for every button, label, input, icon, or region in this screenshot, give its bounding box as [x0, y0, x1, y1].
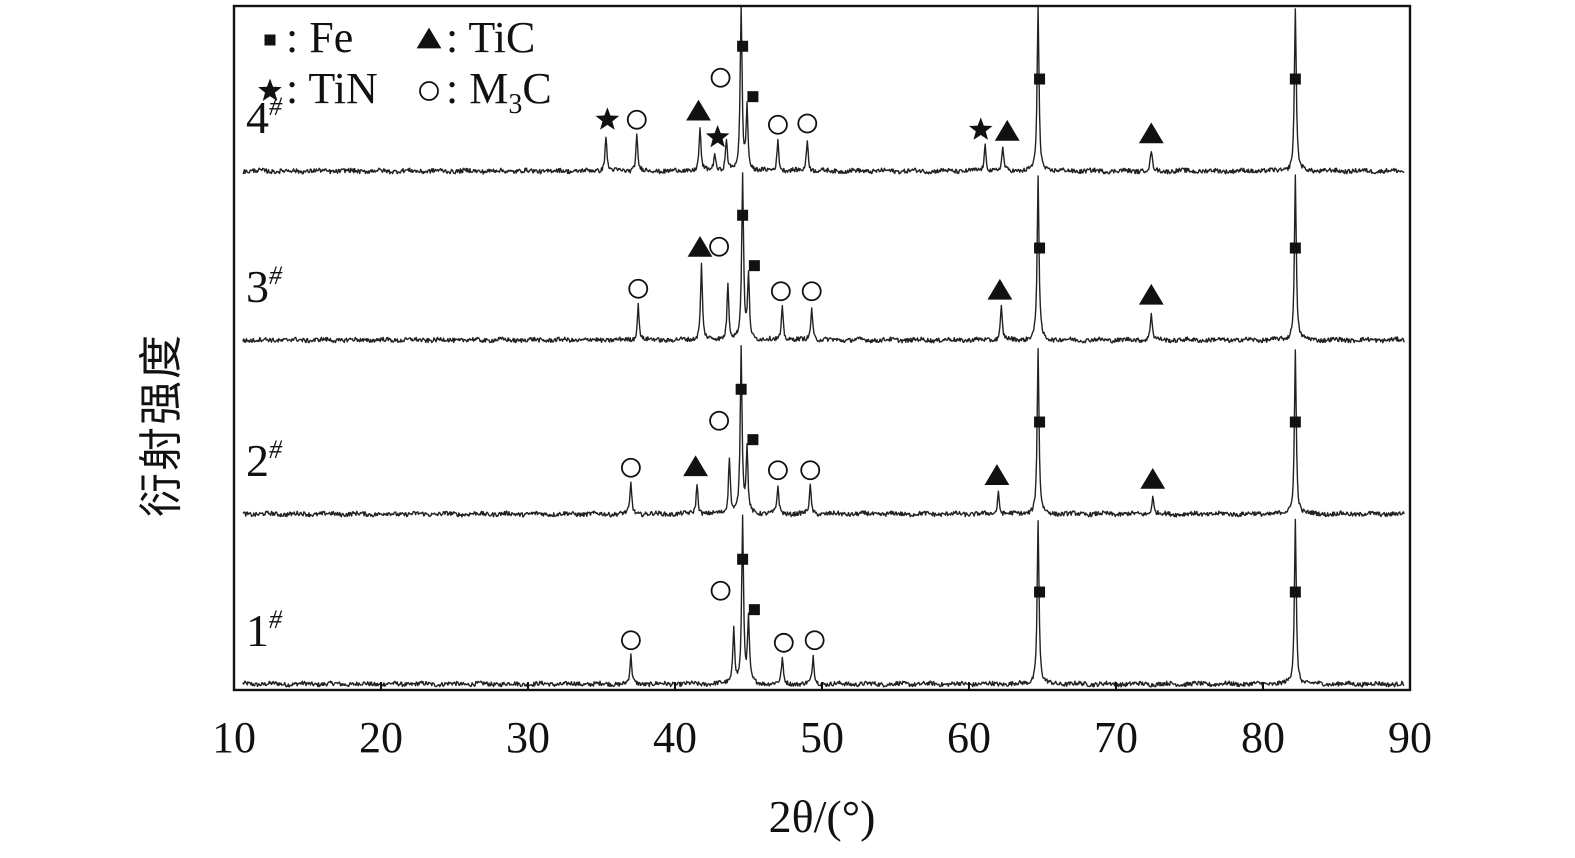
- series-label-2: 2#: [246, 435, 283, 486]
- phase-marker-tic-4-3: [686, 99, 711, 121]
- x-tick-label: 40: [653, 713, 697, 762]
- phase-marker-m3c-1-6: [804, 630, 825, 651]
- phase-marker-fe-2-5: [747, 434, 759, 446]
- plot-frame: [232, 4, 1412, 692]
- phase-marker-m3c-1-2: [710, 580, 731, 601]
- xrd-pattern-2: [242, 345, 1405, 518]
- series-labels: 1# 2# 3# 4#: [246, 92, 283, 656]
- phase-marker-m3c-3-6: [770, 281, 791, 302]
- phase-marker-fe-4-12: [1034, 73, 1046, 85]
- x-tick-label: 60: [947, 713, 991, 762]
- phase-marker-tin-4-10: [968, 117, 993, 140]
- phase-marker-tic-3-8: [987, 278, 1013, 300]
- phase-marker-tic-2-8: [984, 464, 1010, 485]
- phase-marker-m3c-1-1: [621, 630, 641, 651]
- phase-marker-m3c-4-9: [797, 113, 818, 134]
- phase-marker-m3c-1-5: [773, 632, 794, 653]
- phase-marker-m3c-4-8: [768, 114, 788, 135]
- legend-triangle-icon: [416, 27, 442, 49]
- phase-markers: [595, 40, 1301, 653]
- phase-marker-fe-3-11: [1289, 242, 1301, 254]
- legend: : Fe : TiC : TiN : M3C: [258, 13, 552, 120]
- phase-marker-m3c-2-3: [709, 410, 729, 431]
- phase-marker-tic-3-2: [687, 236, 713, 257]
- phase-marker-fe-1-8: [1289, 586, 1301, 598]
- legend-label-2: : TiC: [446, 13, 535, 62]
- phase-marker-tin-4-4: [705, 124, 730, 148]
- legend-label-1: : Fe: [286, 13, 353, 62]
- phase-marker-m3c-4-5: [710, 67, 731, 88]
- x-axis-label: 2θ/(°): [769, 791, 876, 842]
- series-label-3: 3#: [246, 261, 283, 312]
- legend-label-3: : TiN: [286, 64, 378, 113]
- legend-circle-icon: [419, 81, 439, 101]
- phase-marker-m3c-2-7: [800, 460, 821, 481]
- x-tick-label: 80: [1241, 713, 1285, 762]
- legend-square-icon: [264, 34, 276, 46]
- legend-label-4: : M3C: [446, 64, 552, 120]
- phase-marker-m3c-3-3: [709, 236, 729, 257]
- y-axis-label: 衍射强度: [137, 333, 186, 517]
- phase-marker-fe-4-14: [1289, 73, 1301, 85]
- xrd-pattern-3: [242, 172, 1405, 344]
- x-tick-label: 20: [359, 713, 403, 762]
- phase-marker-tic-2-2: [683, 455, 708, 477]
- phase-marker-m3c-3-1: [628, 278, 649, 299]
- phase-marker-fe-2-9: [1034, 416, 1046, 428]
- phase-marker-m3c-4-2: [626, 109, 647, 130]
- phase-marker-fe-2-11: [1289, 416, 1301, 428]
- phase-marker-fe-2-4: [735, 383, 747, 395]
- phase-marker-fe-1-3: [737, 553, 749, 565]
- xrd-pattern-1: [242, 514, 1405, 688]
- phase-marker-fe-3-5: [748, 260, 760, 272]
- phase-marker-fe-4-6: [737, 40, 749, 52]
- xrd-traces: [242, 6, 1405, 688]
- xrd-pattern-4: [242, 6, 1405, 175]
- legend-star-icon: [258, 78, 282, 102]
- phase-marker-m3c-2-1: [621, 457, 641, 478]
- x-tick-label: 50: [800, 713, 844, 762]
- x-tick-label: 30: [506, 713, 550, 762]
- phase-marker-tin-4-1: [595, 107, 620, 130]
- phase-marker-fe-3-9: [1034, 242, 1046, 254]
- phase-marker-fe-4-7: [747, 91, 759, 103]
- phase-marker-m3c-2-6: [768, 460, 788, 481]
- x-axis-ticks: 10 20 30 40 50 60 70 80 90: [212, 682, 1432, 762]
- x-tick-label: 90: [1388, 713, 1432, 762]
- phase-marker-tic-4-13: [1138, 122, 1164, 144]
- phase-marker-tic-3-10: [1138, 283, 1164, 305]
- phase-marker-fe-1-4: [748, 604, 760, 616]
- phase-marker-m3c-3-7: [801, 281, 822, 302]
- phase-marker-fe-3-4: [737, 209, 749, 221]
- x-tick-label: 70: [1094, 713, 1138, 762]
- phase-marker-tic-4-11: [994, 119, 1020, 141]
- x-tick-label: 10: [212, 713, 256, 762]
- phase-marker-fe-1-7: [1034, 586, 1046, 598]
- series-label-1: 1#: [246, 605, 283, 656]
- series-label-4: 4#: [246, 92, 283, 143]
- phase-marker-tic-2-10: [1140, 467, 1166, 489]
